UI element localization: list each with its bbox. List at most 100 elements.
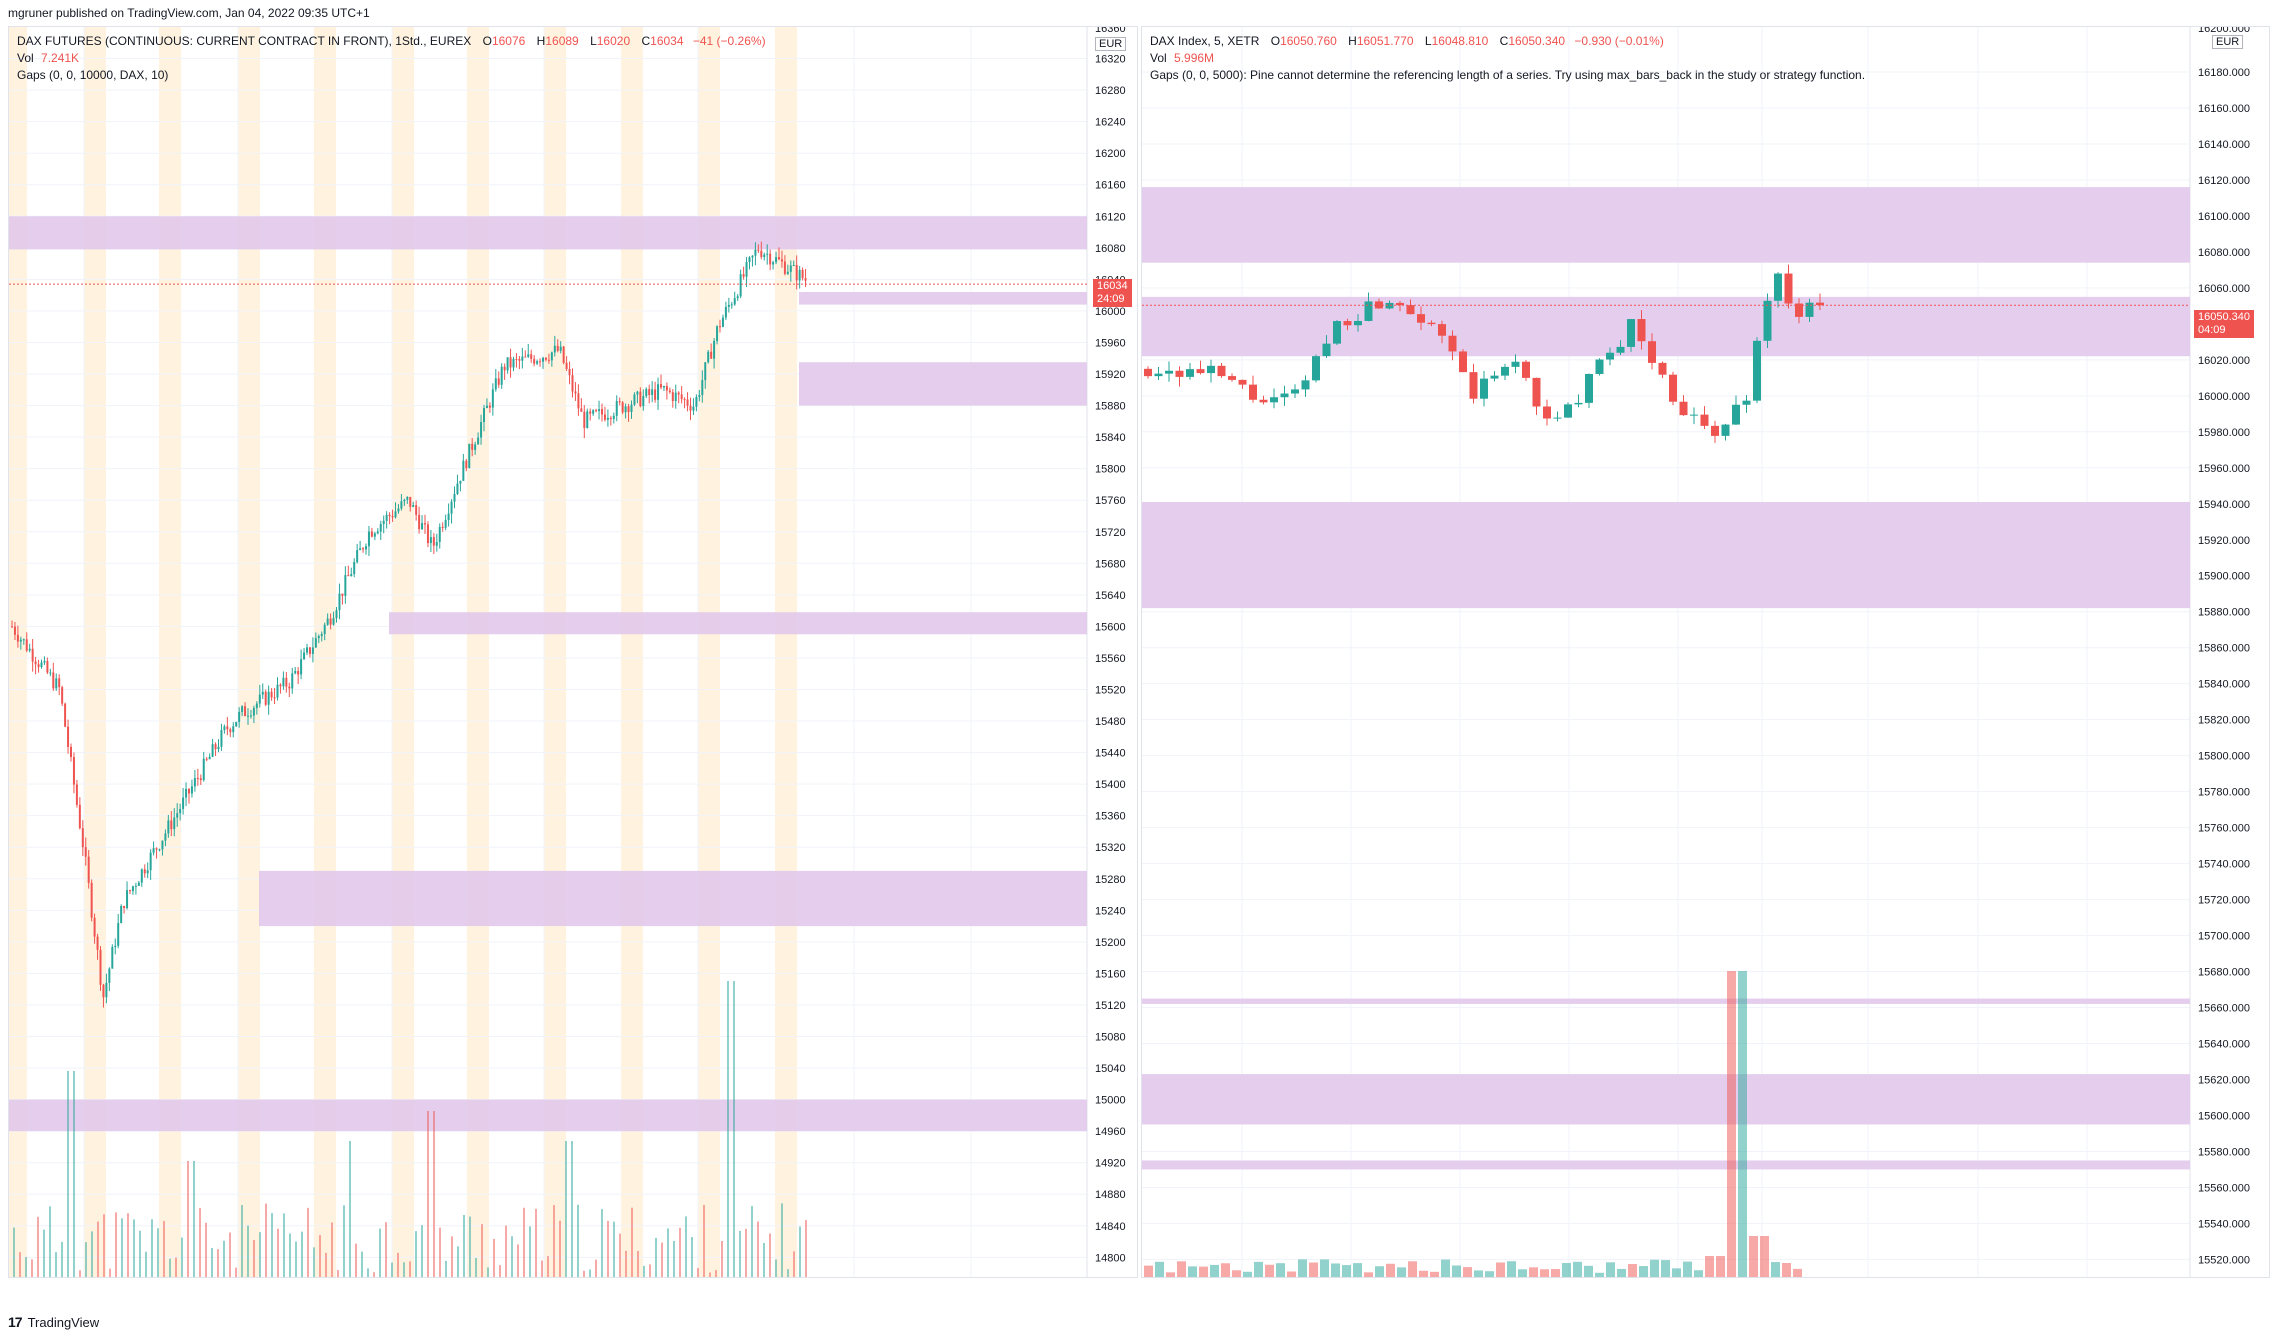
- left-candle-body: [37, 664, 40, 667]
- left-volume-bar: [397, 1252, 399, 1277]
- left-candle-body: [376, 531, 379, 534]
- right-y-axis-tick: 15540.000: [2198, 1218, 2250, 1230]
- left-volume-bar: [277, 1228, 279, 1277]
- right-y-axis-tick: 15900.000: [2198, 571, 2250, 583]
- right-candle-body: [1511, 361, 1520, 367]
- left-volume-bar: [667, 1228, 669, 1277]
- right-gap-zone: [1142, 998, 2190, 1004]
- left-indicator-label[interactable]: Gaps (0, 0, 10000, DAX, 10): [17, 68, 169, 82]
- right-volume-bar: [1287, 1271, 1296, 1277]
- left-candle-body: [677, 392, 680, 395]
- left-candle-body: [648, 389, 651, 395]
- left-candle-body: [164, 833, 167, 841]
- right-volume-bar: [1331, 1263, 1340, 1277]
- left-candle-body: [49, 672, 52, 674]
- left-candle-body: [757, 249, 760, 251]
- left-candle-body: [273, 697, 276, 699]
- right-volume-bar: [1518, 1269, 1527, 1277]
- left-volume-bar: [517, 1244, 519, 1277]
- right-y-axis-tick: 16160.000: [2198, 103, 2250, 115]
- left-volume-bar: [259, 1232, 261, 1277]
- left-candle-body: [783, 261, 786, 274]
- right-candle-body: [1658, 362, 1667, 375]
- footer-branding[interactable]: 17 TradingView: [8, 1314, 99, 1330]
- left-candle-body: [424, 523, 426, 525]
- left-volume-bar: [253, 1240, 255, 1277]
- right-y-axis-tick: 15740.000: [2198, 859, 2250, 871]
- right-candle-body: [1637, 319, 1646, 342]
- left-symbol[interactable]: DAX FUTURES (CONTINUOUS: CURRENT CONTRAC…: [17, 34, 472, 48]
- left-volume-bar: [235, 1267, 237, 1277]
- right-currency-badge[interactable]: EUR: [2212, 35, 2244, 49]
- right-candle-body: [1459, 351, 1467, 373]
- left-chart-canvas[interactable]: 1632016280162401620016160161201608016040…: [9, 27, 1137, 1277]
- right-volume-bar: [1375, 1266, 1384, 1277]
- right-candle-body: [1553, 417, 1562, 419]
- left-volume-bar: [43, 1229, 45, 1277]
- right-candle-body: [1795, 303, 1803, 317]
- right-candle-body: [1501, 366, 1509, 376]
- right-volume-bar: [1177, 1261, 1186, 1277]
- left-candle-body: [140, 869, 143, 883]
- right-symbol[interactable]: DAX Index, 5, XETR: [1150, 34, 1260, 48]
- left-candle-body: [258, 694, 261, 704]
- left-volume-bar: [133, 1219, 135, 1277]
- right-candle-body: [1742, 400, 1751, 405]
- left-volume-bar: [643, 1265, 645, 1277]
- left-candle-body: [353, 562, 356, 575]
- left-candle-body: [450, 501, 453, 514]
- left-volume-bar: [691, 1237, 693, 1277]
- right-candle-body: [1291, 389, 1299, 394]
- left-candle-body: [117, 923, 120, 946]
- left-volume-bar: [307, 1207, 309, 1277]
- left-candle-body: [603, 414, 606, 420]
- left-y-axis-tick: 15200: [1095, 937, 1126, 949]
- left-candle-body: [769, 253, 772, 265]
- left-candle-body: [624, 406, 627, 413]
- right-candle-body: [1406, 305, 1415, 315]
- right-volume-bar: [1694, 1270, 1703, 1277]
- left-volume-bar: [67, 1071, 69, 1277]
- right-y-axis-tick: 16120.000: [2198, 175, 2250, 187]
- left-y-axis-tick: 15760: [1095, 495, 1126, 507]
- left-volume-bar: [25, 1257, 27, 1277]
- left-volume-bar: [769, 1233, 771, 1277]
- left-y-axis-tick: 15320: [1095, 842, 1126, 854]
- left-volume-bar: [415, 1231, 417, 1277]
- right-candle-body: [1249, 384, 1257, 400]
- right-candle-body: [1774, 273, 1782, 301]
- left-candle-body: [252, 708, 255, 716]
- left-candle-body: [716, 326, 719, 341]
- right-chart-canvas[interactable]: 16180.000 16160.000 16140.000 16120.000 1610…: [1142, 27, 2269, 1277]
- left-currency-badge[interactable]: EUR: [1095, 37, 1127, 51]
- left-candle-body: [542, 357, 544, 362]
- right-volume-bar: [1705, 1256, 1714, 1277]
- left-y-axis-tick: 15840: [1095, 432, 1126, 444]
- right-volume-bar: [1782, 1263, 1791, 1277]
- left-candle-body: [683, 399, 686, 401]
- left-volume-bar: [379, 1228, 381, 1277]
- left-low-value: 16020: [596, 34, 631, 48]
- left-volume-bar: [355, 1243, 357, 1277]
- left-volume-bar: [793, 1251, 795, 1277]
- left-chart-pane[interactable]: 1632016280162401620016160161201608016040…: [8, 26, 1138, 1278]
- right-indicator-label[interactable]: Gaps (0, 0, 5000): Pine cannot determine…: [1150, 68, 1866, 82]
- left-close-value: 16034: [650, 34, 684, 48]
- right-chart-pane[interactable]: 16180.000 16160.000 16140.000 16120.000 1610…: [1141, 26, 2270, 1278]
- right-candle-body: [1522, 361, 1530, 378]
- left-candle-body: [255, 703, 258, 709]
- left-candle-body: [297, 671, 300, 675]
- left-candle-body: [22, 639, 25, 641]
- left-candle-body: [539, 361, 542, 363]
- left-candle-body: [220, 730, 223, 747]
- right-candle-body: [1448, 335, 1457, 352]
- left-volume-bar: [523, 1207, 525, 1277]
- right-candle-body: [1627, 319, 1635, 347]
- left-candle-body: [595, 410, 598, 412]
- right-candle-body: [1700, 414, 1709, 426]
- left-y-axis-tick: 15040: [1095, 1063, 1126, 1075]
- left-candle-body: [158, 849, 161, 851]
- left-volume-bar: [547, 1256, 549, 1277]
- left-candle-body: [102, 984, 105, 998]
- right-candle-body: [1648, 341, 1656, 363]
